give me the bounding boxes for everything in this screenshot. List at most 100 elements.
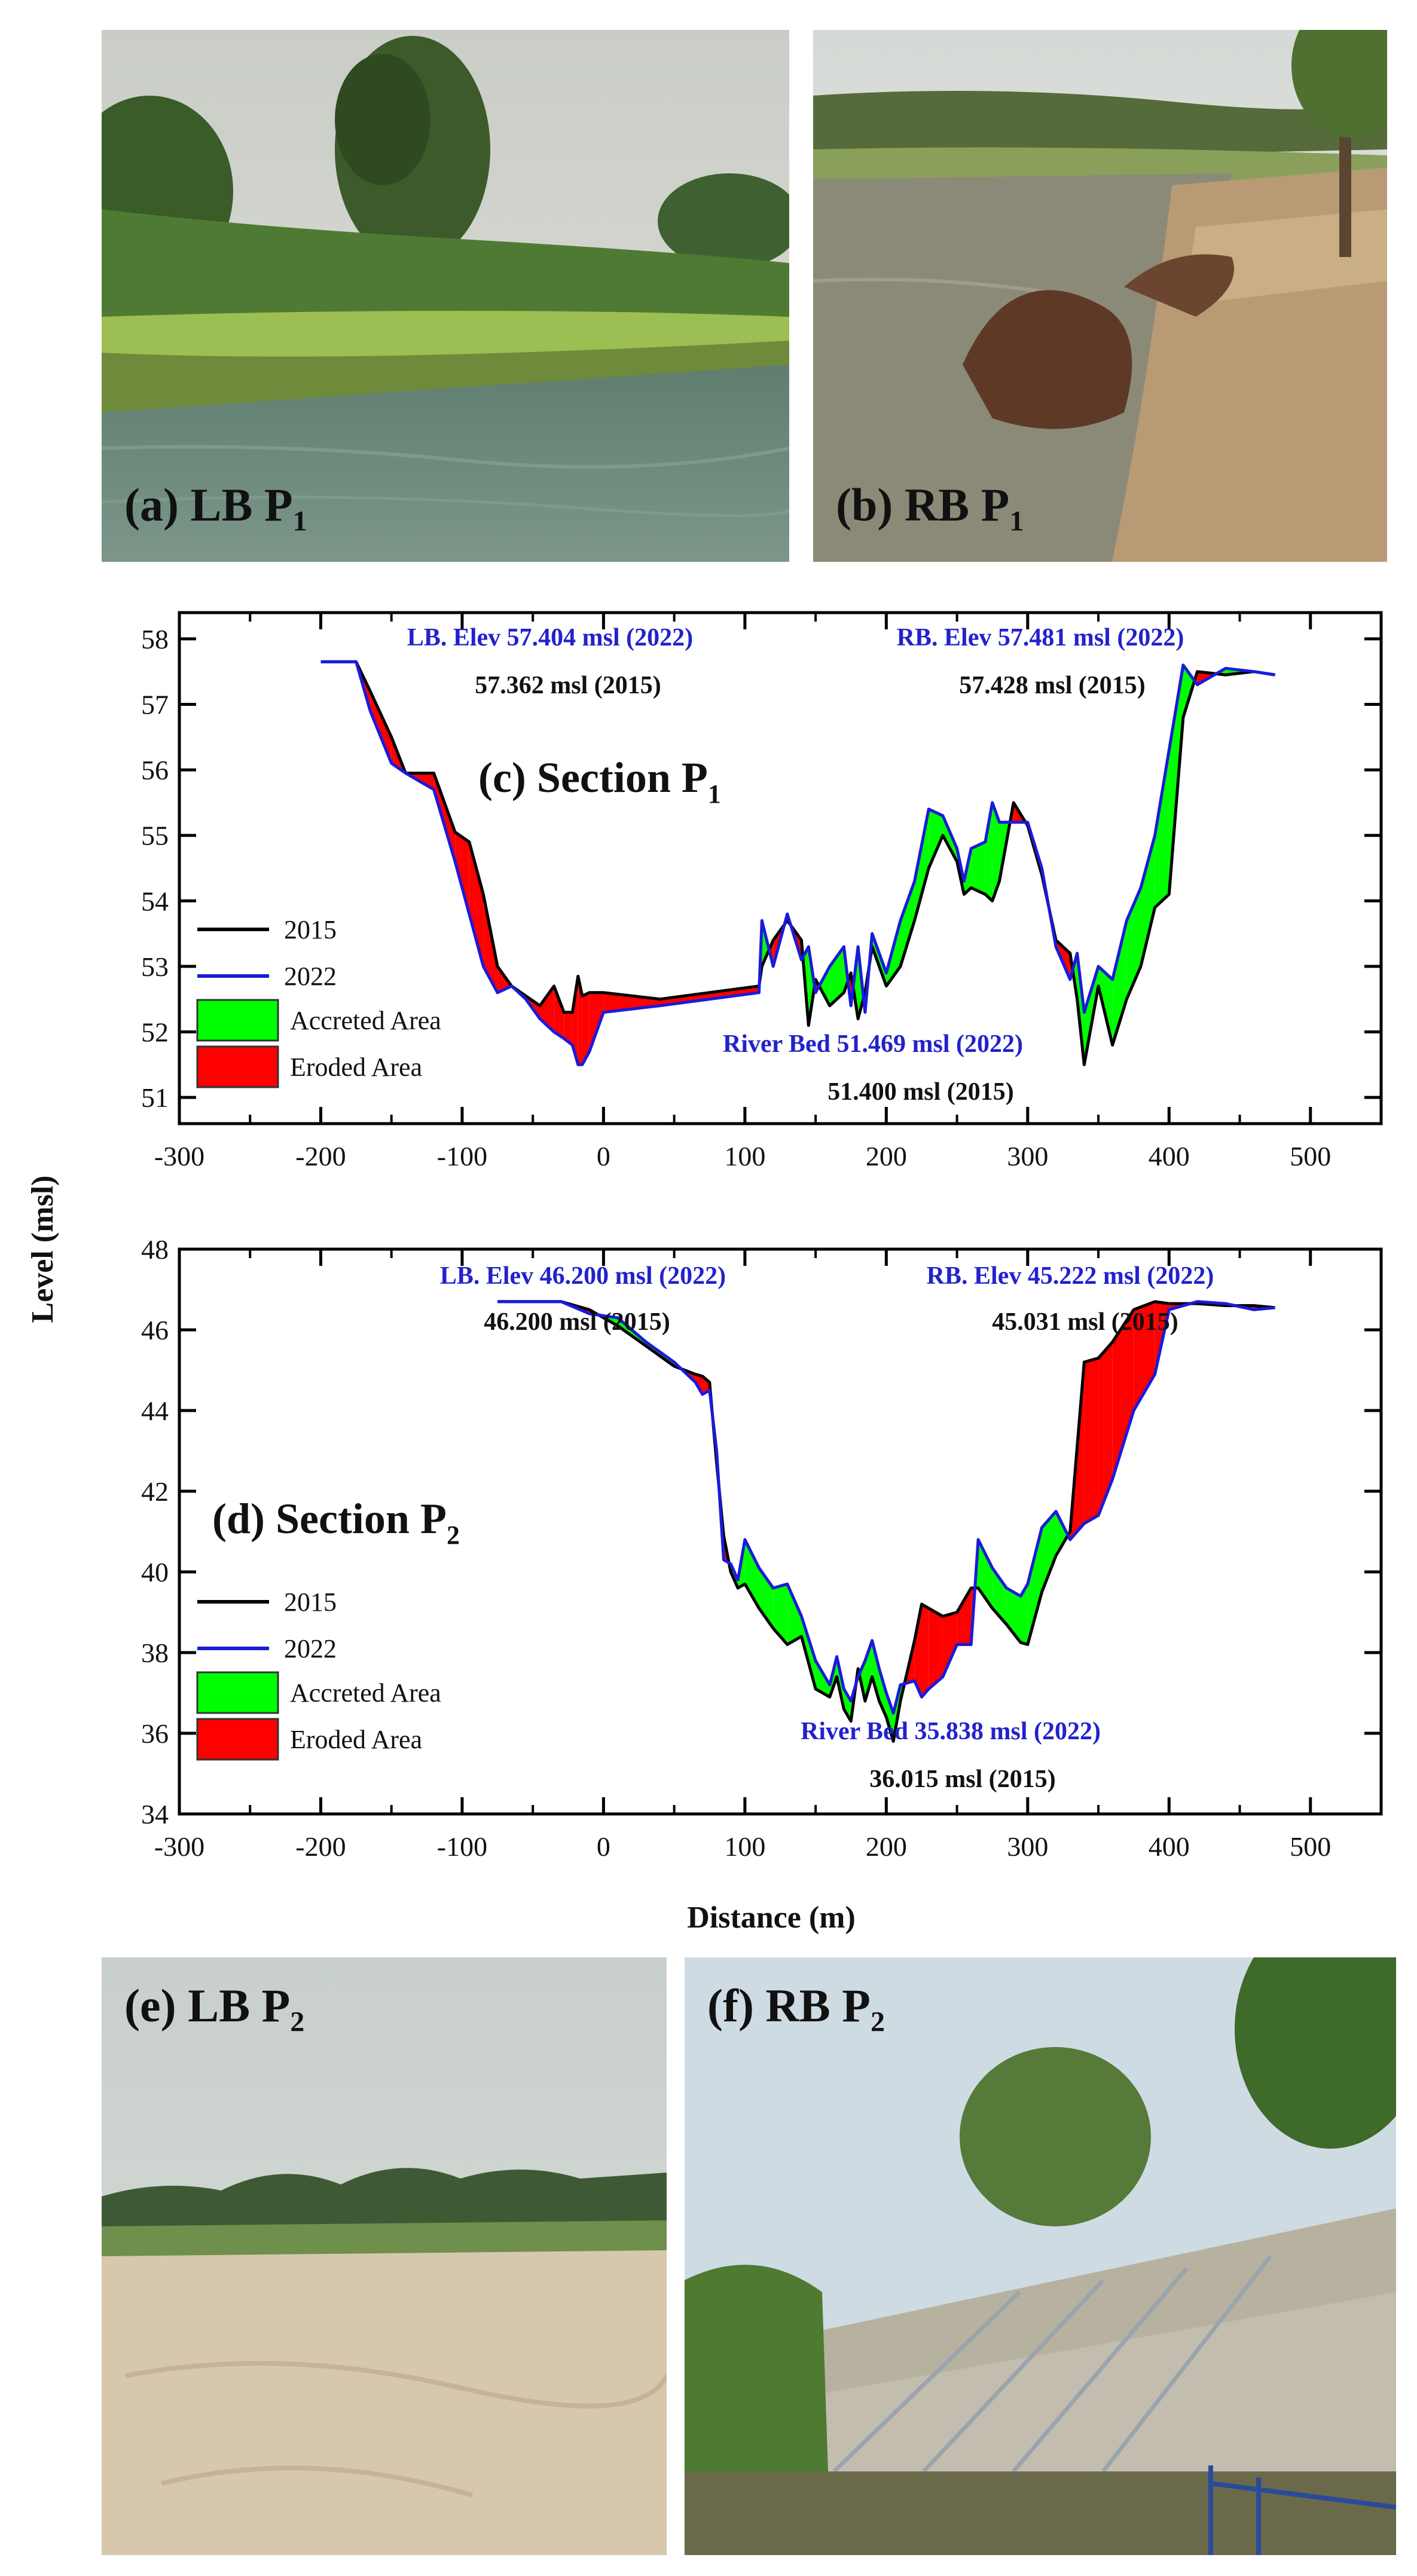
accreted-area	[1056, 1511, 1068, 1556]
annotation-rb-2015: 45.031 msl (2015)	[992, 1308, 1178, 1336]
x-tick-label: -300	[154, 1831, 204, 1862]
eroded-area	[469, 842, 484, 966]
photo-f-right-bank-p2: (f) RB P2	[685, 1957, 1396, 2555]
annotation-bed-2015: 36.015 msl (2015)	[869, 1766, 1055, 1793]
y-tick-label: 56	[141, 755, 169, 785]
legend-label-2022: 2022	[284, 1634, 337, 1663]
x-tick-label: 500	[1290, 1831, 1331, 1862]
eroded-area	[942, 1612, 957, 1677]
y-tick-label: 51	[141, 1082, 169, 1113]
accreted-area	[829, 947, 844, 1006]
y-tick-label: 36	[141, 1718, 169, 1749]
accreted-area	[744, 1540, 759, 1608]
legend-label-accreted: Accreted Area	[290, 1006, 441, 1035]
photo-a-left-bank-p1: (a) LB P1	[102, 30, 789, 562]
x-tick-label: 0	[597, 1141, 610, 1171]
eroded-area	[660, 986, 759, 1006]
annotation-rb-2022: RB. Elev 45.222 msl (2022)	[927, 1262, 1214, 1290]
eroded-area	[370, 691, 392, 764]
accreted-area	[872, 1640, 879, 1701]
x-tick-label: -100	[437, 1831, 487, 1862]
accreted-area	[773, 1584, 787, 1645]
gabion-wall-photo-icon	[685, 1957, 1396, 2555]
legend-label-2015: 2015	[284, 1587, 337, 1617]
accreted-area	[1141, 835, 1155, 966]
x-tick-label: 200	[866, 1141, 907, 1171]
chart-section-p2: -300 -200 -100 0 100 200 300 400 500 34 36 38 40 42 44…	[141, 1234, 1383, 1862]
x-tick-label: 200	[866, 1831, 907, 1862]
riverbank-photo-icon	[813, 30, 1387, 562]
x-tick-label: 100	[724, 1141, 765, 1171]
eroded-area	[564, 1012, 573, 1045]
eroded-area	[572, 976, 578, 1065]
accreted-area	[985, 802, 992, 901]
eroded-area	[914, 1604, 922, 1697]
x-tick-label: -300	[154, 1141, 204, 1171]
eroded-area	[589, 992, 604, 1052]
x-tick-label: -100	[437, 1141, 487, 1171]
chart-title-subscript: 2	[447, 1520, 460, 1550]
legend-swatch-eroded	[196, 1718, 279, 1761]
eroded-area	[554, 986, 564, 1039]
x-tick-label: 500	[1290, 1141, 1331, 1171]
accreted-area	[816, 1660, 830, 1697]
annotation-lb-2022: LB. Elev 46.200 msl (2022)	[440, 1262, 726, 1290]
annotation-lb-2022: LB. Elev 57.404 msl (2022)	[407, 624, 693, 651]
series-line-2022	[497, 1300, 1275, 1715]
y-tick-label: 34	[141, 1799, 169, 1829]
sandbar-photo-icon	[102, 1957, 667, 2555]
chart-section-p1: -300 -200 -100 0 100 200 300 400 500 51 52 53 54 55 56…	[141, 611, 1383, 1171]
accreted-area	[1006, 1588, 1021, 1643]
chart-title: (c) Section P1	[478, 754, 721, 809]
y-tick-label: 42	[141, 1476, 169, 1507]
riverbank-photo-icon	[102, 30, 789, 562]
y-tick-label: 54	[141, 886, 169, 916]
accreted-area	[819, 966, 830, 1006]
y-tick-label: 38	[141, 1638, 169, 1668]
y-tick-label: 58	[141, 624, 169, 654]
legend-swatch-accreted	[196, 1671, 279, 1714]
legend-label-2015: 2015	[284, 915, 337, 944]
y-tick-label: 44	[141, 1396, 169, 1426]
legend-label-eroded: Eroded Area	[290, 1053, 422, 1082]
accreted-area	[844, 1688, 851, 1721]
x-tick-label: 300	[1007, 1141, 1048, 1171]
accreted-area	[1021, 1584, 1028, 1645]
y-tick-label: 46	[141, 1315, 169, 1345]
photo-b-label: (b) RB P1	[836, 479, 1024, 537]
photo-e-left-bank-p2: (e) LB P2	[102, 1957, 667, 2555]
eroded-area	[582, 992, 590, 1065]
accreted-area	[971, 842, 985, 895]
accreted-area	[1027, 1527, 1042, 1645]
x-tick-label: 0	[597, 1831, 610, 1862]
chart-title: (d) Section P2	[212, 1495, 460, 1550]
annotation-rb-2022: RB. Elev 57.481 msl (2022)	[897, 624, 1184, 651]
annotation-bed-2022: River Bed 35.838 msl (2022)	[801, 1718, 1101, 1745]
plot-frame	[178, 1247, 1383, 1816]
chart-title-subscript: 1	[708, 779, 721, 809]
x-tick-label: 100	[724, 1831, 765, 1862]
photo-f-label: (f) RB P2	[707, 1980, 885, 2038]
x-tick-label: 400	[1149, 1141, 1190, 1171]
y-tick-label: 48	[141, 1234, 169, 1265]
photo-b-right-bank-p1: (b) RB P1	[813, 30, 1387, 562]
y-tick-label: 55	[141, 821, 169, 851]
legend: 2015 2022 Accreted Area Eroded Area	[196, 1587, 441, 1761]
accreted-area	[900, 881, 915, 966]
legend: 2015 2022 Accreted Area Eroded Area	[196, 915, 441, 1088]
legend-label-2022: 2022	[284, 962, 337, 991]
y-tick-label: 40	[141, 1557, 169, 1587]
eroded-area	[455, 832, 469, 914]
annotation-bed-2022: River Bed 51.469 msl (2022)	[723, 1030, 1023, 1058]
y-tick-label: 53	[141, 952, 169, 982]
legend-label-eroded: Eroded Area	[290, 1725, 422, 1754]
y-tick-label: 57	[141, 689, 169, 720]
legend-swatch-accreted	[196, 999, 279, 1042]
plot-frame	[178, 611, 1383, 1125]
eroded-area	[578, 976, 582, 1065]
accreted-area	[1042, 1511, 1056, 1592]
x-axis-label: Distance (m)	[687, 1901, 856, 1935]
eroded-area	[1098, 1342, 1113, 1516]
accreted-area	[787, 1584, 802, 1645]
